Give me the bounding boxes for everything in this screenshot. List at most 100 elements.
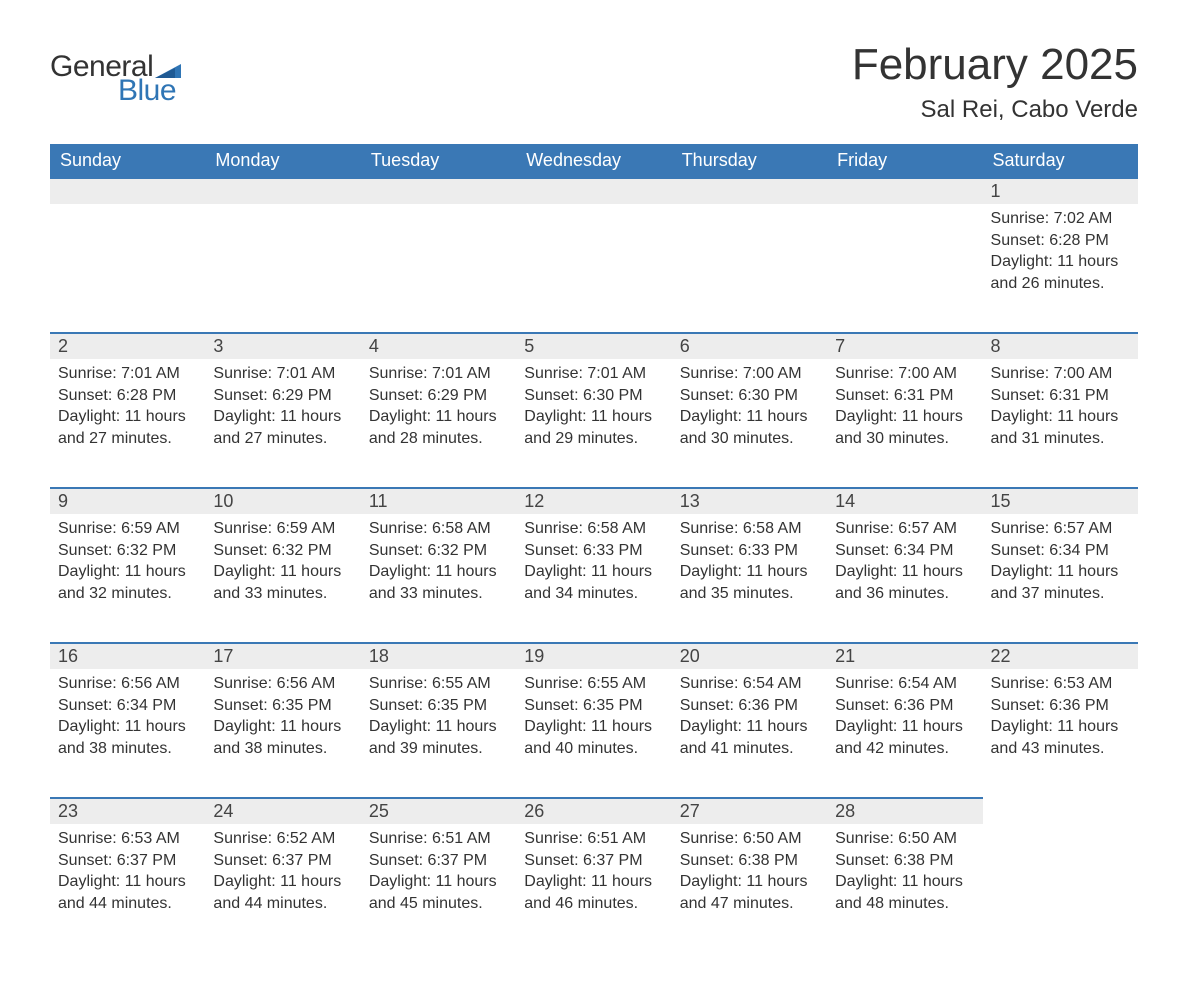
- day-content: Sunrise: 6:57 AMSunset: 6:34 PMDaylight:…: [983, 514, 1138, 614]
- daylight-line: Daylight: 11 hoursand 33 minutes.: [213, 561, 352, 604]
- location: Sal Rei, Cabo Verde: [852, 96, 1138, 124]
- sunrise-line: Sunrise: 6:57 AM: [835, 518, 974, 540]
- sunset-line: Sunset: 6:38 PM: [835, 850, 974, 872]
- daylight-line: Daylight: 11 hoursand 29 minutes.: [524, 406, 663, 449]
- day-cell: [50, 204, 205, 332]
- sunrise-line: Sunrise: 6:59 AM: [58, 518, 197, 540]
- day-number-empty: [827, 177, 982, 204]
- sunset-line: Sunset: 6:29 PM: [213, 385, 352, 407]
- sunset-line: Sunset: 6:34 PM: [991, 540, 1130, 562]
- daylight-line: Daylight: 11 hoursand 30 minutes.: [835, 406, 974, 449]
- sunset-line: Sunset: 6:36 PM: [835, 695, 974, 717]
- day-cell: Sunrise: 6:53 AMSunset: 6:37 PMDaylight:…: [50, 824, 205, 952]
- day-cell: Sunrise: 6:58 AMSunset: 6:33 PMDaylight:…: [516, 514, 671, 642]
- month-title: February 2025: [852, 40, 1138, 90]
- day-content: Sunrise: 6:59 AMSunset: 6:32 PMDaylight:…: [50, 514, 205, 614]
- day-content: Sunrise: 7:00 AMSunset: 6:31 PMDaylight:…: [983, 359, 1138, 459]
- day-content: Sunrise: 6:53 AMSunset: 6:36 PMDaylight:…: [983, 669, 1138, 769]
- sunrise-line: Sunrise: 7:01 AM: [213, 363, 352, 385]
- day-number: 13: [672, 487, 827, 514]
- day-number: 17: [205, 642, 360, 669]
- sunset-line: Sunset: 6:32 PM: [58, 540, 197, 562]
- week-daynum-row: 16171819202122: [50, 642, 1138, 669]
- day-number-empty: [516, 177, 671, 204]
- sunrise-line: Sunrise: 6:53 AM: [991, 673, 1130, 695]
- sunset-line: Sunset: 6:35 PM: [213, 695, 352, 717]
- day-number: 22: [983, 642, 1138, 669]
- day-number: 16: [50, 642, 205, 669]
- daylight-line: Daylight: 11 hoursand 45 minutes.: [369, 871, 508, 914]
- calendar-table: SundayMondayTuesdayWednesdayThursdayFrid…: [50, 144, 1138, 952]
- day-number: 11: [361, 487, 516, 514]
- daylight-line: Daylight: 11 hoursand 33 minutes.: [369, 561, 508, 604]
- sunset-line: Sunset: 6:37 PM: [369, 850, 508, 872]
- sunset-line: Sunset: 6:35 PM: [524, 695, 663, 717]
- day-cell: Sunrise: 6:58 AMSunset: 6:32 PMDaylight:…: [361, 514, 516, 642]
- day-of-week-header: Tuesday: [361, 144, 516, 177]
- day-cell: Sunrise: 6:51 AMSunset: 6:37 PMDaylight:…: [361, 824, 516, 952]
- daylight-line: Daylight: 11 hoursand 43 minutes.: [991, 716, 1130, 759]
- brand-part2: Blue: [118, 74, 176, 108]
- sunset-line: Sunset: 6:36 PM: [991, 695, 1130, 717]
- day-content: Sunrise: 6:57 AMSunset: 6:34 PMDaylight:…: [827, 514, 982, 614]
- daylight-line: Daylight: 11 hoursand 36 minutes.: [835, 561, 974, 604]
- day-cell: Sunrise: 6:54 AMSunset: 6:36 PMDaylight:…: [827, 669, 982, 797]
- day-content: Sunrise: 6:54 AMSunset: 6:36 PMDaylight:…: [827, 669, 982, 769]
- day-cell: Sunrise: 6:53 AMSunset: 6:36 PMDaylight:…: [983, 669, 1138, 797]
- sunrise-line: Sunrise: 6:53 AM: [58, 828, 197, 850]
- day-cell: Sunrise: 6:54 AMSunset: 6:36 PMDaylight:…: [672, 669, 827, 797]
- sunset-line: Sunset: 6:33 PM: [524, 540, 663, 562]
- day-of-week-header: Saturday: [983, 144, 1138, 177]
- sunset-line: Sunset: 6:28 PM: [991, 230, 1130, 252]
- day-cell: Sunrise: 6:56 AMSunset: 6:34 PMDaylight:…: [50, 669, 205, 797]
- day-number-empty: [672, 177, 827, 204]
- daylight-line: Daylight: 11 hoursand 41 minutes.: [680, 716, 819, 759]
- daylight-line: Daylight: 11 hoursand 47 minutes.: [680, 871, 819, 914]
- daylight-line: Daylight: 11 hoursand 46 minutes.: [524, 871, 663, 914]
- week-content-row: Sunrise: 7:01 AMSunset: 6:28 PMDaylight:…: [50, 359, 1138, 487]
- sunset-line: Sunset: 6:37 PM: [58, 850, 197, 872]
- daylight-line: Daylight: 11 hoursand 27 minutes.: [58, 406, 197, 449]
- day-cell: Sunrise: 6:57 AMSunset: 6:34 PMDaylight:…: [983, 514, 1138, 642]
- day-content: Sunrise: 6:55 AMSunset: 6:35 PMDaylight:…: [516, 669, 671, 769]
- daylight-line: Daylight: 11 hoursand 30 minutes.: [680, 406, 819, 449]
- sunset-line: Sunset: 6:30 PM: [680, 385, 819, 407]
- day-number: 2: [50, 332, 205, 359]
- calendar-body: 1Sunrise: 7:02 AMSunset: 6:28 PMDaylight…: [50, 177, 1138, 952]
- sunset-line: Sunset: 6:29 PM: [369, 385, 508, 407]
- day-cell: Sunrise: 7:00 AMSunset: 6:30 PMDaylight:…: [672, 359, 827, 487]
- day-number: 24: [205, 797, 360, 824]
- sunrise-line: Sunrise: 7:01 AM: [369, 363, 508, 385]
- sunrise-line: Sunrise: 7:00 AM: [680, 363, 819, 385]
- daylight-line: Daylight: 11 hoursand 35 minutes.: [680, 561, 819, 604]
- sunrise-line: Sunrise: 6:58 AM: [524, 518, 663, 540]
- day-content: Sunrise: 7:00 AMSunset: 6:30 PMDaylight:…: [672, 359, 827, 459]
- sunrise-line: Sunrise: 7:00 AM: [835, 363, 974, 385]
- day-number-empty: [361, 177, 516, 204]
- sunrise-line: Sunrise: 6:58 AM: [369, 518, 508, 540]
- sunset-line: Sunset: 6:34 PM: [58, 695, 197, 717]
- day-content: Sunrise: 7:02 AMSunset: 6:28 PMDaylight:…: [983, 204, 1138, 304]
- daylight-line: Daylight: 11 hoursand 38 minutes.: [58, 716, 197, 759]
- page-header: General Blue February 2025 Sal Rei, Cabo…: [50, 40, 1138, 124]
- day-of-week-header: Wednesday: [516, 144, 671, 177]
- day-cell: Sunrise: 6:57 AMSunset: 6:34 PMDaylight:…: [827, 514, 982, 642]
- sunset-line: Sunset: 6:34 PM: [835, 540, 974, 562]
- sunrise-line: Sunrise: 6:51 AM: [524, 828, 663, 850]
- day-number: 21: [827, 642, 982, 669]
- day-cell: Sunrise: 6:52 AMSunset: 6:37 PMDaylight:…: [205, 824, 360, 952]
- day-number: 14: [827, 487, 982, 514]
- day-number: 5: [516, 332, 671, 359]
- day-number: 20: [672, 642, 827, 669]
- day-cell: Sunrise: 7:01 AMSunset: 6:29 PMDaylight:…: [205, 359, 360, 487]
- day-content: Sunrise: 6:53 AMSunset: 6:37 PMDaylight:…: [50, 824, 205, 924]
- sunset-line: Sunset: 6:32 PM: [369, 540, 508, 562]
- day-cell: Sunrise: 6:59 AMSunset: 6:32 PMDaylight:…: [50, 514, 205, 642]
- daylight-line: Daylight: 11 hoursand 40 minutes.: [524, 716, 663, 759]
- days-of-week-row: SundayMondayTuesdayWednesdayThursdayFrid…: [50, 144, 1138, 177]
- day-number: 4: [361, 332, 516, 359]
- day-cell: Sunrise: 7:01 AMSunset: 6:28 PMDaylight:…: [50, 359, 205, 487]
- sunrise-line: Sunrise: 7:01 AM: [524, 363, 663, 385]
- day-cell: [983, 824, 1138, 952]
- day-cell: Sunrise: 6:55 AMSunset: 6:35 PMDaylight:…: [361, 669, 516, 797]
